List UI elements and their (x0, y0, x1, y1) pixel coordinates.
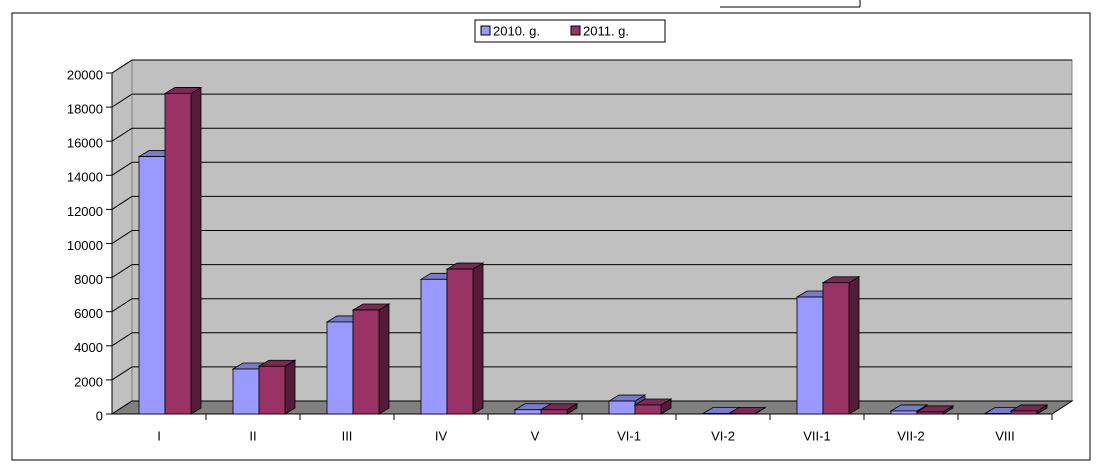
bar-front (258, 365, 286, 415)
bar-front (728, 413, 756, 415)
x-tick-label: V (531, 428, 540, 443)
bar (351, 303, 391, 415)
y-tick-label: 8000 (74, 272, 103, 287)
bar-side (378, 303, 390, 415)
bar-front (608, 400, 636, 415)
bar (915, 405, 955, 415)
bar-front (702, 413, 730, 415)
y-tick-label: 12000 (67, 204, 103, 219)
x-tick-label: VI-2 (711, 428, 735, 443)
grid-line-side (111, 161, 133, 176)
legend-swatch (570, 25, 581, 36)
bar (257, 359, 297, 415)
x-tick-label: III (342, 428, 353, 443)
legend-label: 2011. g. (583, 23, 629, 38)
y-tick-label: 2000 (74, 374, 103, 389)
legend: 2010. g. 2011. g. (474, 19, 666, 43)
grid-line-side (111, 195, 133, 210)
grid-line-side (111, 332, 133, 347)
bar-front (984, 413, 1012, 415)
bar (445, 262, 485, 415)
bar-front (514, 409, 542, 415)
bar-front (352, 309, 380, 415)
y-tick-label: 14000 (67, 170, 103, 185)
x-tick-label: VII-2 (897, 428, 924, 443)
legend-box (474, 19, 666, 43)
grid-line-side (111, 127, 133, 142)
y-tick-label: 10000 (67, 238, 103, 253)
bar-front (916, 411, 944, 415)
bar-front (634, 404, 662, 415)
y-tick-label: 0 (96, 408, 103, 423)
y-tick-label: 6000 (74, 306, 103, 321)
x-tick-label: I (157, 428, 161, 443)
bar-side (848, 276, 860, 415)
bar-front (446, 268, 474, 415)
bar-front (1010, 410, 1038, 415)
bar-front (822, 282, 850, 415)
y-tick-label: 18000 (67, 102, 103, 117)
bar (539, 403, 579, 415)
bar-front (796, 296, 824, 415)
bar (633, 398, 673, 415)
y-tick-label: 20000 (67, 67, 103, 82)
legend-swatch (480, 25, 491, 36)
grid-line-side (111, 93, 133, 108)
bar-front (326, 321, 354, 415)
bar (163, 86, 203, 415)
bar-front (540, 409, 568, 415)
x-tick-label: VI-1 (617, 428, 641, 443)
bar-front (232, 368, 260, 415)
x-tick-label: IV (435, 428, 448, 443)
grid-line-side (111, 264, 133, 279)
x-tick-label: II (249, 428, 256, 443)
grid-line-side (111, 366, 133, 381)
grid-line-side (111, 230, 133, 244)
bar-front (164, 93, 192, 415)
legend-label: 2010. g. (493, 23, 540, 38)
bar (1009, 404, 1049, 415)
y-tick-label: 16000 (67, 136, 103, 151)
x-tick-label: VII-1 (803, 428, 830, 443)
bar (821, 276, 861, 415)
bar-front (420, 278, 448, 415)
bar-front (890, 410, 918, 415)
x-tick-label: VIII (995, 428, 1015, 443)
grid-line-side (111, 298, 133, 313)
bar-side (284, 359, 296, 415)
y-tick-label: 4000 (74, 340, 103, 355)
bar-front (138, 156, 166, 415)
bar-side (472, 262, 484, 415)
grid-line-side (111, 59, 133, 74)
bar (727, 406, 767, 415)
bar-side (190, 86, 202, 415)
